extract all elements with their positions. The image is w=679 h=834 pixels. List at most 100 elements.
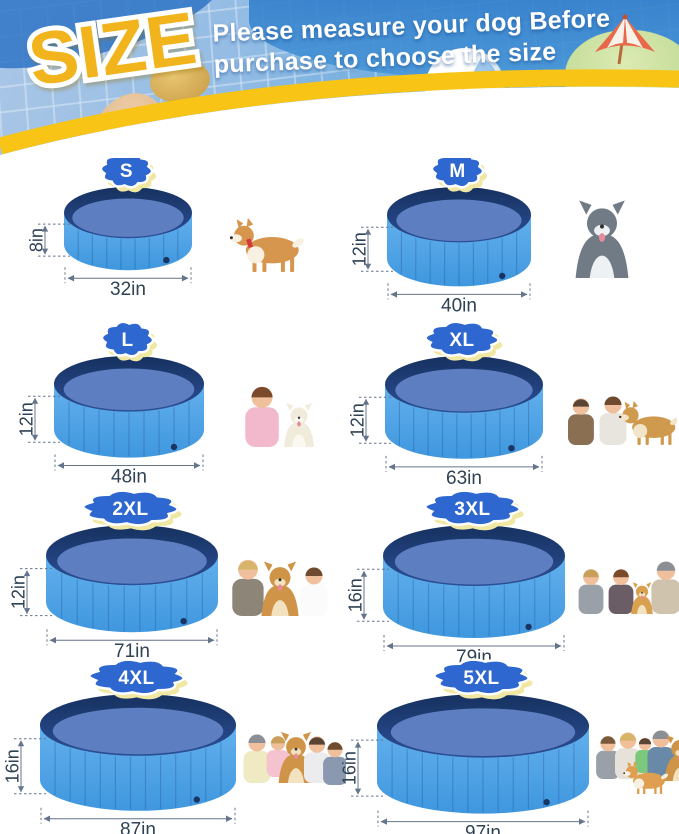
width-dimension bbox=[387, 283, 531, 300]
photo bbox=[595, 687, 679, 804]
width-label: 48in bbox=[111, 467, 147, 488]
pool-block: 2XL 12in 71in bbox=[8, 489, 224, 662]
size-badge-blob: M bbox=[430, 151, 488, 193]
size-cell-xl: XL 12in 63in bbox=[339, 320, 679, 496]
photo-illustration bbox=[245, 386, 314, 447]
photo-illustration bbox=[596, 730, 679, 794]
height-dimension bbox=[361, 226, 393, 272]
height-dimension bbox=[14, 738, 46, 795]
photo bbox=[217, 180, 317, 297]
size-badge: 3XL bbox=[424, 486, 525, 541]
height-dimension bbox=[351, 739, 383, 797]
pool-graphic: 16in 97in bbox=[339, 694, 589, 834]
size-grid: S 8in 32in M 12in 40in L 12in 48in XL 12in 63in 2XL 1… bbox=[0, 151, 679, 834]
pool-graphic: 16in 87in bbox=[2, 694, 236, 834]
size-badge: M bbox=[428, 148, 491, 203]
height-label: 12in bbox=[349, 232, 369, 266]
photo-illustration bbox=[568, 396, 679, 445]
width-label: 32in bbox=[110, 279, 146, 300]
drain-plug bbox=[180, 618, 187, 625]
size-badge-blob: 3XL bbox=[424, 489, 524, 531]
height-dimension bbox=[28, 395, 60, 443]
size-badge: L bbox=[98, 317, 161, 372]
size-badge: S bbox=[97, 148, 160, 203]
width-label: 63in bbox=[446, 468, 482, 488]
size-label: 5XL bbox=[463, 668, 499, 689]
pool-block: 4XL 16in 87in bbox=[2, 658, 242, 834]
size-title: SIZE bbox=[12, 0, 220, 109]
pool-graphic: 12in 48in bbox=[16, 356, 204, 488]
height-label: 16in bbox=[345, 578, 365, 612]
photo bbox=[222, 349, 327, 466]
photo-illustration bbox=[243, 731, 347, 785]
drain-plug bbox=[163, 256, 170, 264]
size-badge: 5XL bbox=[433, 655, 534, 710]
pool-block: XL 12in 63in bbox=[347, 320, 549, 488]
height-dimension bbox=[20, 568, 52, 617]
photo bbox=[224, 518, 334, 635]
size-badge-blob: S bbox=[99, 151, 157, 193]
size-label: 3XL bbox=[454, 499, 490, 520]
size-badge-blob: 2XL bbox=[82, 489, 182, 531]
height-label: 12in bbox=[347, 403, 367, 437]
width-label: 87in bbox=[120, 820, 156, 834]
pool-graphic: 12in 40in bbox=[349, 187, 531, 316]
pool-block: S 8in 32in bbox=[26, 151, 198, 300]
width-dimension bbox=[46, 629, 218, 646]
size-title-text: SIZE bbox=[24, 2, 202, 101]
size-badge-blob: 4XL bbox=[88, 658, 188, 700]
size-label: 4XL bbox=[118, 668, 154, 689]
size-cell-5xl: 5XL 16in 97in bbox=[339, 658, 679, 834]
yellow-swoosh-divider bbox=[0, 69, 679, 158]
height-dimension bbox=[359, 396, 391, 444]
photo-illustration bbox=[575, 200, 629, 278]
width-dimension bbox=[385, 455, 543, 472]
size-label: L bbox=[121, 330, 133, 351]
width-dimension bbox=[64, 267, 192, 284]
width-dimension bbox=[383, 635, 565, 651]
width-label: 71in bbox=[114, 641, 150, 662]
pool-graphic: 12in 63in bbox=[347, 356, 543, 488]
drain-plug bbox=[525, 623, 532, 631]
height-label: 12in bbox=[8, 575, 28, 609]
width-dimension bbox=[377, 810, 589, 827]
size-badge-blob: 5XL bbox=[433, 658, 533, 700]
width-label: 97in bbox=[465, 823, 501, 834]
size-badge: 2XL bbox=[82, 486, 183, 541]
size-cell-s: S 8in 32in bbox=[0, 151, 339, 327]
photo-illustration bbox=[578, 561, 679, 614]
size-badge-blob: XL bbox=[424, 320, 503, 362]
photo bbox=[571, 518, 679, 635]
drain-plug bbox=[499, 272, 506, 280]
photo-illustration bbox=[229, 217, 304, 272]
pool-graphic: 8in 32in bbox=[26, 187, 192, 300]
size-label: S bbox=[120, 161, 133, 182]
height-label: 12in bbox=[16, 402, 36, 436]
height-label: 16in bbox=[2, 749, 22, 783]
pool-graphic: 12in 71in bbox=[8, 525, 218, 662]
width-dimension bbox=[54, 454, 204, 471]
beach-umbrella-icon bbox=[595, 14, 655, 65]
header-banner: SIZE Please measure your dog Before purc… bbox=[0, 0, 679, 158]
drain-plug bbox=[508, 445, 515, 452]
size-badge-blob: L bbox=[100, 320, 158, 362]
pool-block: M 12in 40in bbox=[349, 151, 537, 316]
width-label: 40in bbox=[441, 295, 477, 316]
photo bbox=[242, 687, 347, 804]
size-label: M bbox=[449, 161, 465, 182]
photo-illustration bbox=[232, 559, 328, 616]
photo bbox=[557, 180, 649, 297]
drain-plug bbox=[170, 443, 178, 451]
photo bbox=[555, 349, 679, 466]
size-label: 2XL bbox=[112, 499, 148, 520]
size-label: XL bbox=[449, 330, 474, 351]
size-cell-l: L 12in 48in bbox=[0, 320, 339, 496]
width-dimension bbox=[40, 807, 236, 824]
pool-block: 3XL 16in 79in bbox=[345, 489, 571, 667]
size-cell-2xl: 2XL 12in 71in bbox=[0, 489, 339, 665]
drain-plug bbox=[193, 796, 200, 803]
size-cell-m: M 12in 40in bbox=[339, 151, 679, 327]
size-cell-4xl: 4XL 16in 87in bbox=[0, 658, 347, 834]
